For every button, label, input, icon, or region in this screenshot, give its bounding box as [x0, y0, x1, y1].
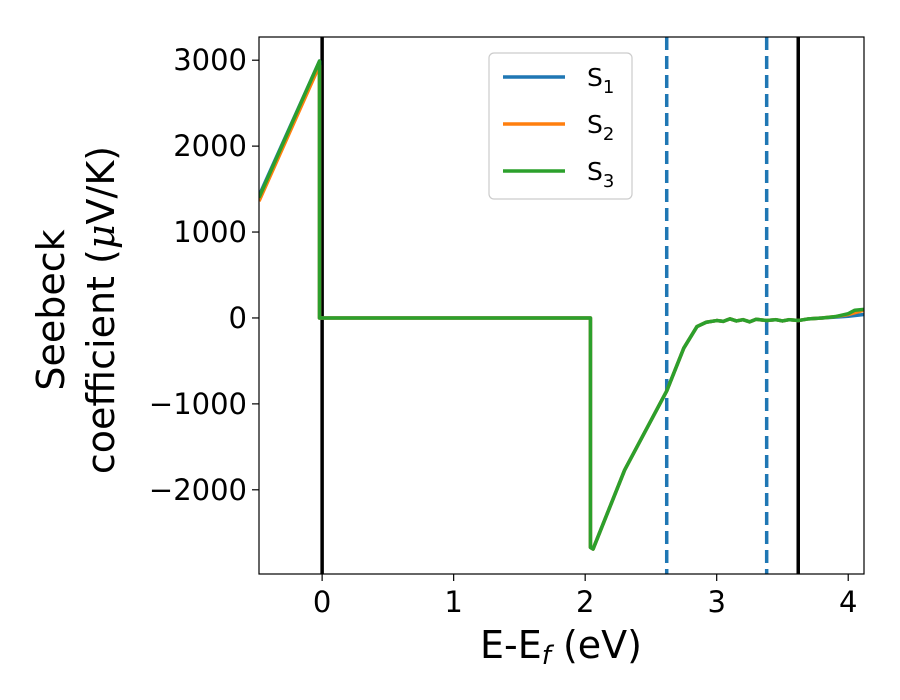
x-tick-label-2: 2 [576, 585, 594, 619]
y-axis-title-line2-start: coefficient ( [79, 249, 123, 474]
legend-items: S1 S2 S3 [503, 63, 614, 192]
y-tick-label-1000: 1000 [173, 215, 247, 249]
y-axis-title-line2: coefficient (μV/K) [79, 146, 123, 474]
legend-box [488, 52, 633, 200]
legend-label-2: S2 [587, 110, 614, 145]
x-axis-title-main: E-E [480, 623, 542, 667]
y-tick-label--1000: −1000 [149, 387, 247, 421]
y-axis-title-mu: μ [79, 224, 123, 249]
reference-lines [320, 37, 800, 574]
x-tick-label-3: 3 [707, 585, 725, 619]
y-axis-title: Seebeck coefficient (μV/K) [29, 146, 123, 474]
series-line-3 [259, 59, 864, 551]
legend: S1 S2 S3 [488, 52, 633, 200]
y-tick-label--2000: −2000 [149, 473, 247, 507]
x-tick-label-1: 1 [444, 585, 462, 619]
x-axis-title: E-Ef (eV) [480, 623, 642, 671]
y-tick-label-0: 0 [229, 301, 247, 335]
y-tick-label-2000: 2000 [173, 129, 247, 163]
x-axis-ticks: 0 1 2 3 4 [313, 574, 857, 619]
legend-label-1: S1 [587, 63, 614, 98]
legend-label-3: S3 [587, 157, 614, 192]
x-tick-label-0: 0 [313, 585, 331, 619]
y-axis-ticks: −2000 −1000 0 1000 2000 3000 [149, 43, 259, 507]
y-axis-title-line2-end: V/K) [79, 146, 123, 225]
x-tick-label-4: 4 [839, 585, 857, 619]
y-tick-label-3000: 3000 [173, 43, 247, 77]
x-axis-title-unit: (eV) [551, 623, 642, 667]
plot-frame [258, 36, 865, 575]
series-layer [259, 59, 864, 551]
y-axis-title-line1: Seebeck [29, 229, 73, 390]
